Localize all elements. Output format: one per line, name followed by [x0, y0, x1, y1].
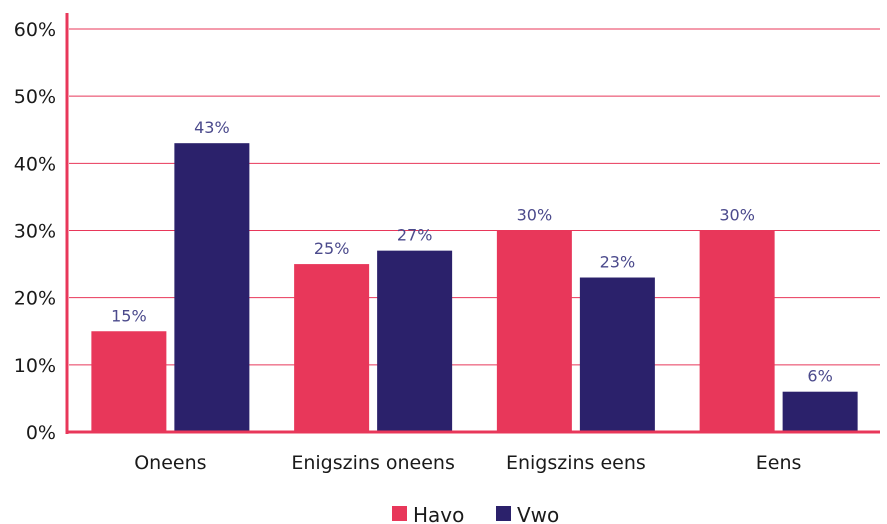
bar-vwo	[782, 391, 858, 432]
x-category-label: Oneens	[134, 452, 206, 474]
bars	[91, 143, 858, 432]
bar-vwo	[579, 277, 655, 432]
bar-havo	[91, 331, 167, 432]
legend: Havo Vwo	[392, 503, 559, 524]
y-tick-label: 20%	[14, 288, 56, 310]
x-axis-categories: Oneens Enigszins oneens Enigszins eens Eens	[134, 452, 801, 474]
data-label: 43%	[194, 118, 230, 137]
y-tick-label: 30%	[14, 221, 56, 243]
bar-havo	[699, 230, 775, 432]
y-tick-label: 0%	[26, 422, 56, 444]
data-label: 25%	[314, 239, 350, 258]
legend-label-havo: Havo	[413, 503, 464, 524]
legend-swatch-havo	[392, 506, 407, 521]
x-category-label: Enigszins oneens	[291, 452, 455, 474]
bar-vwo	[174, 143, 250, 432]
y-tick-label: 10%	[14, 355, 56, 377]
data-labels: 15% 43% 25% 27% 30% 23% 30% 6%	[111, 118, 833, 386]
bar-havo	[496, 230, 572, 432]
bar-vwo	[377, 250, 453, 432]
data-label: 30%	[719, 206, 755, 225]
y-tick-label: 60%	[14, 19, 56, 41]
x-category-label: Enigszins eens	[506, 452, 646, 474]
y-axis-ticks: 0% 10% 20% 30% 40% 50% 60%	[14, 19, 56, 444]
x-category-label: Eens	[756, 452, 802, 474]
data-label: 23%	[600, 253, 636, 272]
data-label: 30%	[517, 206, 553, 225]
data-label: 6%	[807, 367, 832, 386]
data-label: 27%	[397, 226, 433, 245]
legend-label-vwo: Vwo	[517, 503, 559, 524]
axes	[65, 13, 880, 434]
data-label: 15%	[111, 306, 147, 325]
bar-havo	[294, 264, 370, 432]
legend-swatch-vwo	[496, 506, 511, 521]
y-tick-label: 50%	[14, 86, 56, 108]
y-tick-label: 40%	[14, 153, 56, 175]
